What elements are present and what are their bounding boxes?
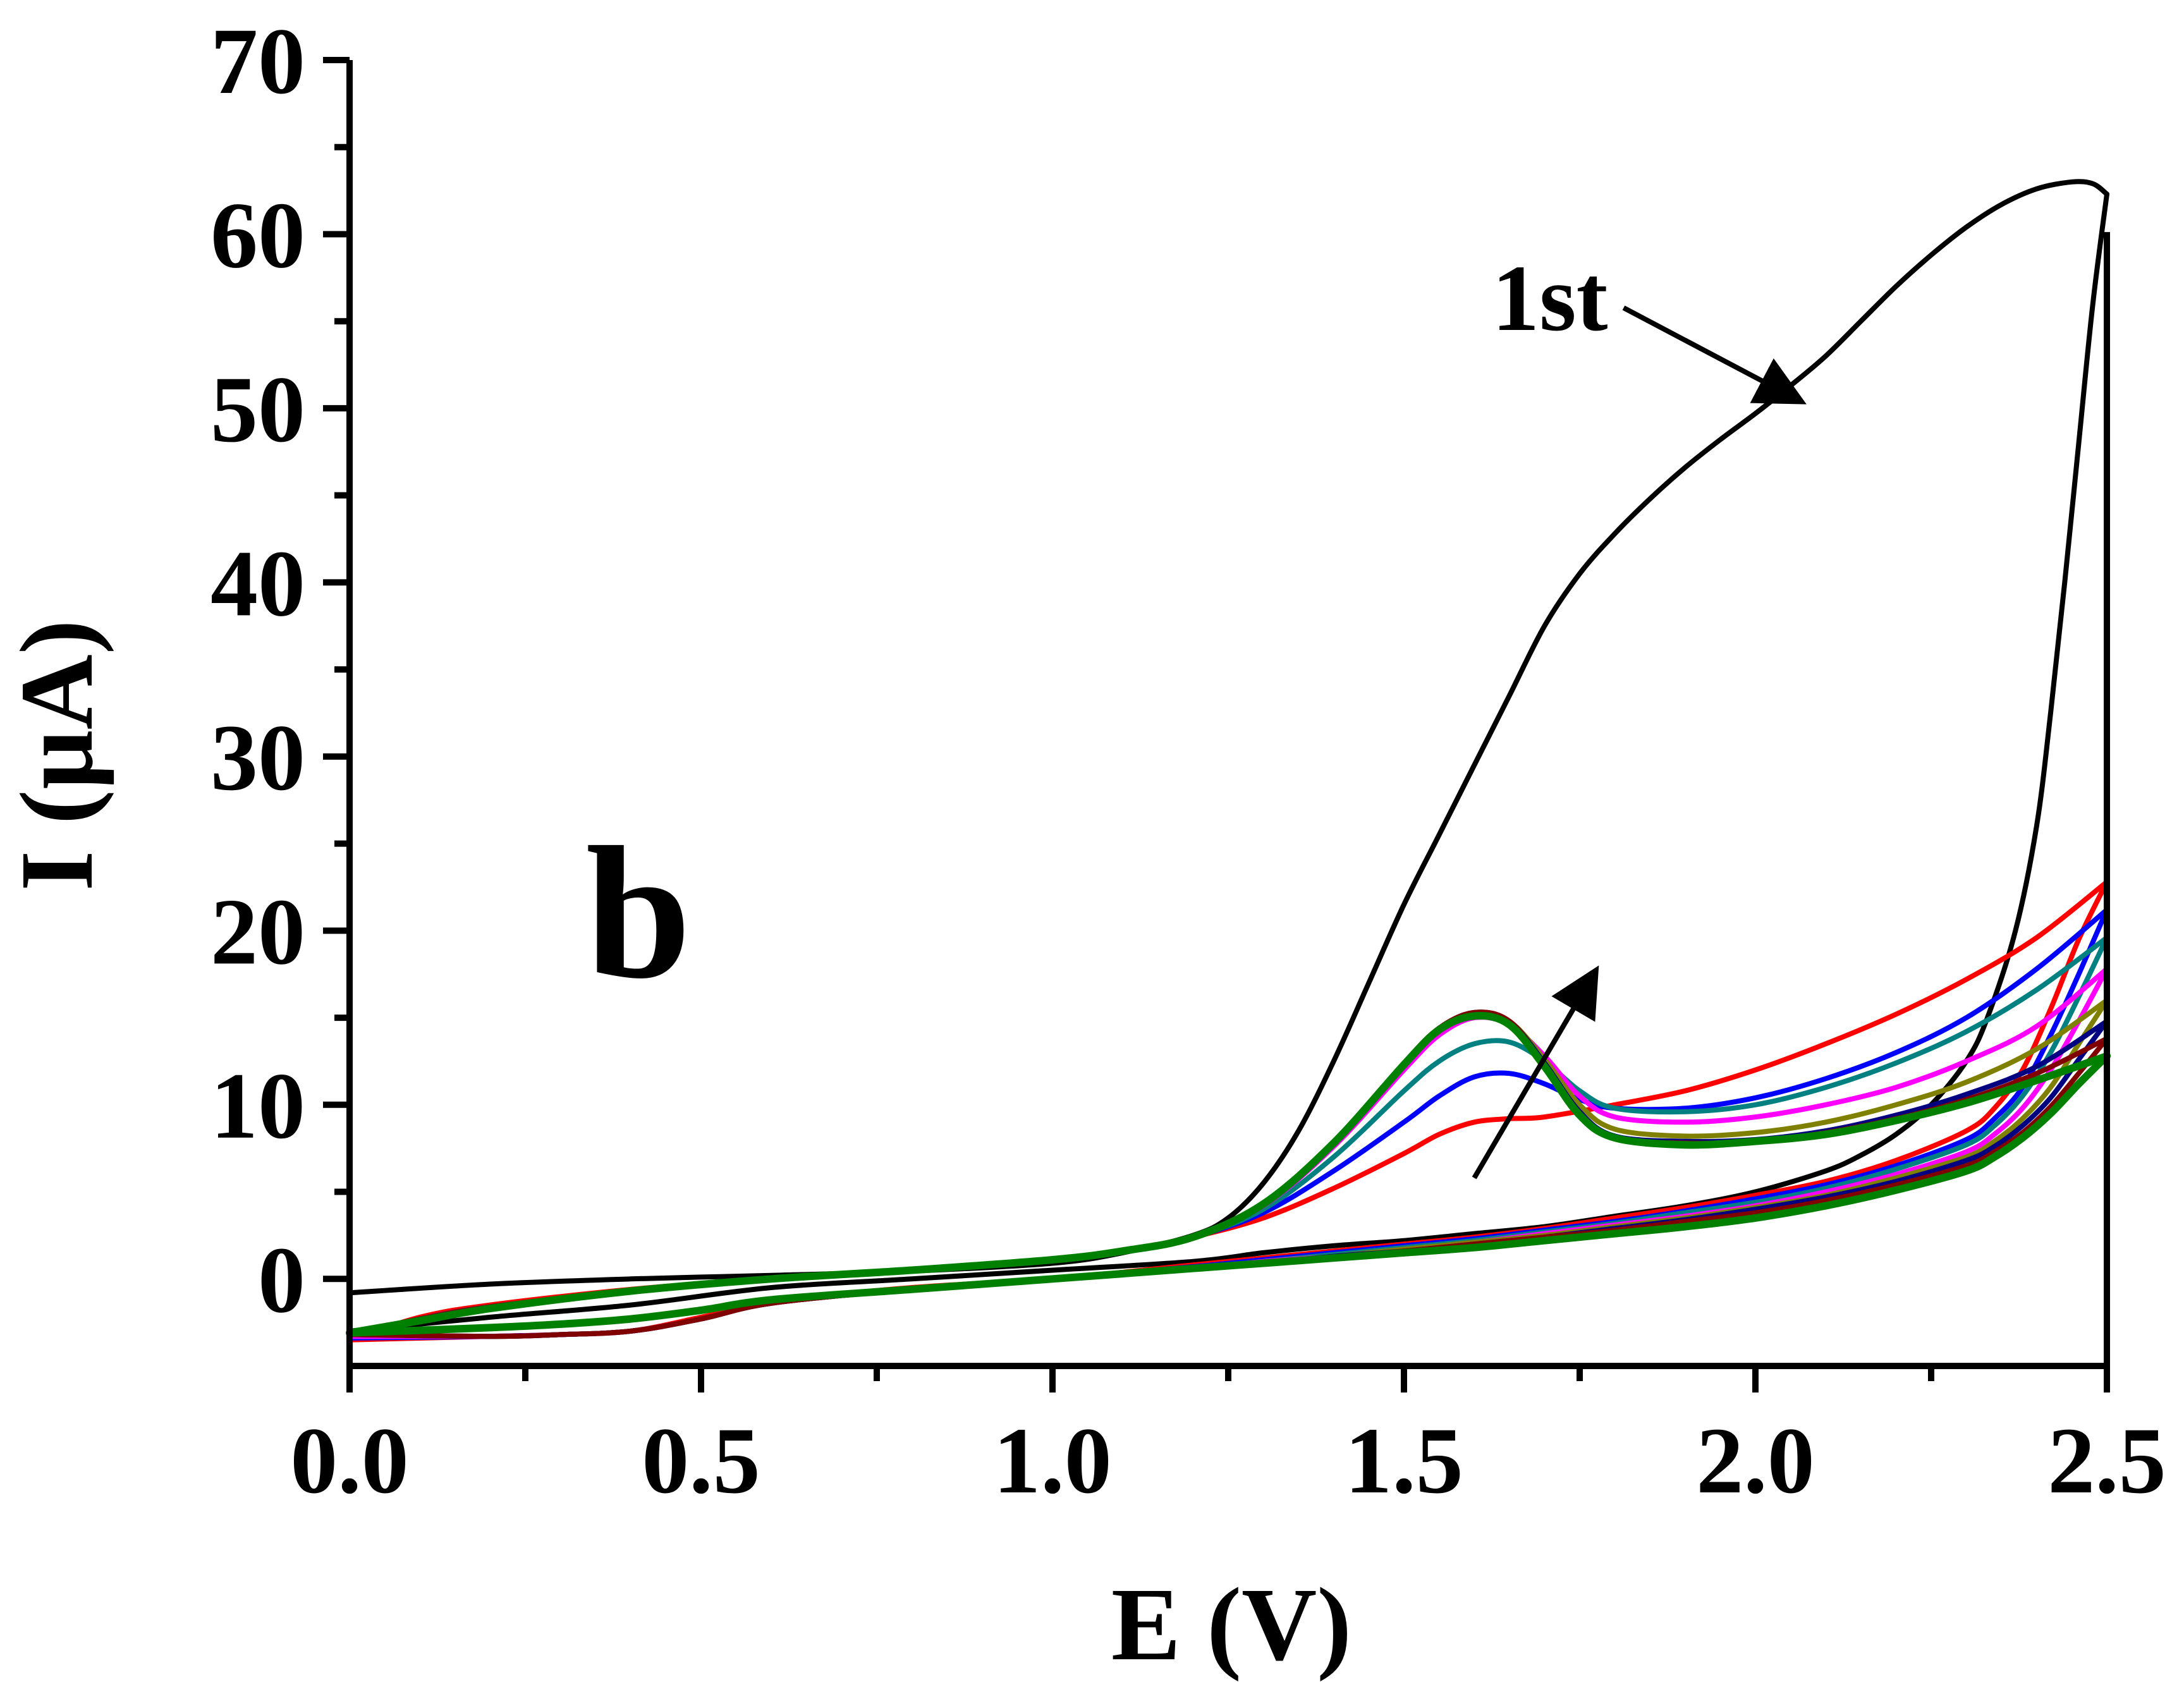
series-6th <box>347 997 2109 1339</box>
y-tick-label: 10 <box>210 1054 305 1159</box>
series-9th-forward-scan <box>346 1011 2111 1337</box>
series-1st <box>347 179 2109 1334</box>
series-1st-reverse-scan <box>347 192 2109 1334</box>
series-8th-forward-scan <box>347 1009 2109 1338</box>
y-tick-label: 50 <box>210 357 305 462</box>
increasing-cycles-arrow <box>1472 965 1599 1179</box>
x-tick-label: 2.5 <box>2047 1408 2166 1513</box>
x-tick-label: 1.0 <box>993 1408 1112 1513</box>
first-cycle-arrow <box>1622 305 1807 405</box>
series-9th <box>346 1011 2111 1337</box>
series-9th-reverse-scan <box>346 1052 2111 1337</box>
series-layer <box>346 179 2111 1343</box>
x-axis-ticks <box>346 1366 2110 1393</box>
annotations: 1st <box>1472 246 1807 1179</box>
x-tick-label: 0.5 <box>642 1408 760 1513</box>
x-tick-label: 0.0 <box>290 1408 409 1513</box>
y-axis-tick-labels: 0 10 20 30 40 50 60 70 <box>210 9 305 1332</box>
y-axis-ticks <box>323 57 350 1283</box>
y-tick-label: 60 <box>210 183 305 288</box>
x-tick-label: 1.5 <box>1345 1408 1463 1513</box>
panel-label: b <box>586 808 692 1018</box>
y-tick-label: 0 <box>258 1228 305 1332</box>
x-tick-label: 2.0 <box>1696 1408 1815 1513</box>
y-tick-label: 30 <box>210 705 305 810</box>
y-axis-title: I (µA) <box>0 619 114 891</box>
y-tick-label: 40 <box>210 531 305 636</box>
x-axis-tick-labels: 0.0 0.5 1.0 1.5 2.0 2.5 <box>290 1408 2166 1513</box>
y-tick-label: 70 <box>210 9 305 114</box>
series-6th-forward-scan <box>347 997 2109 1338</box>
first-cycle-label: 1st <box>1492 246 1607 351</box>
x-axis-title: E (V) <box>1111 1566 1351 1682</box>
series-7th-forward-scan <box>347 1009 2109 1338</box>
series-6th-reverse-scan <box>347 997 2109 1339</box>
y-tick-label: 20 <box>210 879 305 984</box>
plot-frame <box>346 60 2110 1369</box>
